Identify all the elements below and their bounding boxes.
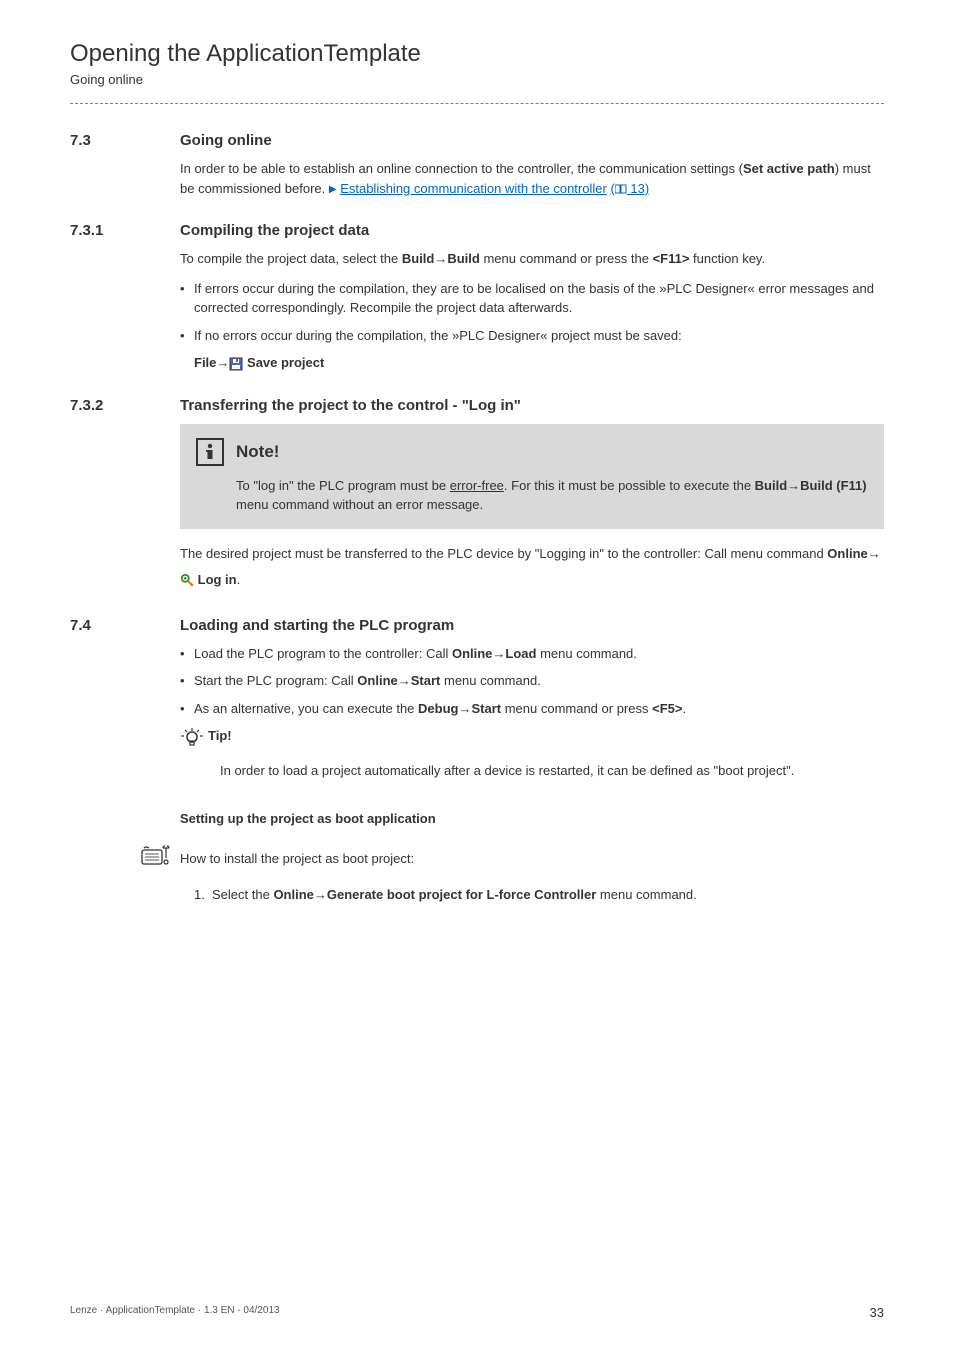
list-item: 1.Select the Online→Generate boot projec… — [194, 885, 884, 905]
login-icon — [180, 573, 194, 587]
section-heading: Going online — [180, 132, 272, 149]
page-ref[interactable]: ( 13) — [610, 181, 649, 196]
bullet-list: If errors occur during the compilation, … — [180, 279, 884, 346]
list-item: If errors occur during the compilation, … — [180, 279, 884, 318]
section-number: 7.3.2 — [70, 397, 180, 414]
link-arrow-icon: ▶ — [329, 182, 337, 197]
section-number: 7.3.1 — [70, 222, 180, 239]
para: In order to be able to establish an onli… — [180, 159, 884, 198]
howto-text: How to install the project as boot proje… — [180, 851, 414, 866]
save-icon — [229, 357, 243, 371]
para: The desired project must be transferred … — [180, 541, 884, 593]
list-item: Start the PLC program: Call Online→Start… — [180, 671, 884, 691]
page-subtitle: Going online — [70, 72, 884, 87]
note-box: Note! To "log in" the PLC program must b… — [180, 424, 884, 529]
bullet-list: Load the PLC program to the controller: … — [180, 644, 884, 719]
section-number: 7.4 — [70, 617, 180, 634]
list-item: As an alternative, you can execute the D… — [180, 699, 884, 719]
section-7-3-2: 7.3.2 Transferring the project to the co… — [70, 397, 884, 593]
section-number: 7.3 — [70, 132, 180, 149]
procedure-icon — [140, 844, 180, 873]
note-body: To "log in" the PLC program must be erro… — [236, 476, 868, 515]
note-label: Note! — [236, 442, 279, 462]
section-heading: Compiling the project data — [180, 222, 369, 239]
book-icon — [615, 184, 627, 194]
divider-dashed — [70, 103, 884, 104]
page-footer: Lenze · ApplicationTemplate · 1.3 EN - 0… — [70, 1305, 884, 1320]
section-heading: Transferring the project to the control … — [180, 397, 521, 414]
howto-row: How to install the project as boot proje… — [140, 844, 884, 873]
tip-icon — [180, 726, 208, 755]
page-number: 33 — [870, 1305, 884, 1320]
tip-body: In order to load a project automatically… — [220, 761, 884, 781]
tip-label: Tip! — [208, 728, 232, 743]
section-7-3-1: 7.3.1 Compiling the project data To comp… — [70, 222, 884, 373]
numbered-list: 1.Select the Online→Generate boot projec… — [194, 885, 884, 905]
section-7-4: 7.4 Loading and starting the PLC program… — [70, 617, 884, 905]
list-item: Load the PLC program to the controller: … — [180, 644, 884, 664]
para: To compile the project data, select the … — [180, 249, 884, 269]
tip-row: Tip! — [180, 726, 884, 755]
link-establishing-communication[interactable]: Establishing communication with the cont… — [340, 181, 607, 196]
section-heading: Loading and starting the PLC program — [180, 617, 454, 634]
para: File→ Save project — [194, 353, 884, 373]
list-item: If no errors occur during the compilatio… — [180, 326, 884, 346]
info-icon — [196, 438, 224, 466]
page-title: Opening the ApplicationTemplate — [70, 40, 884, 68]
section-7-3: 7.3 Going online In order to be able to … — [70, 132, 884, 198]
sub-heading: Setting up the project as boot applicati… — [180, 809, 884, 829]
footer-left: Lenze · ApplicationTemplate · 1.3 EN - 0… — [70, 1305, 280, 1320]
